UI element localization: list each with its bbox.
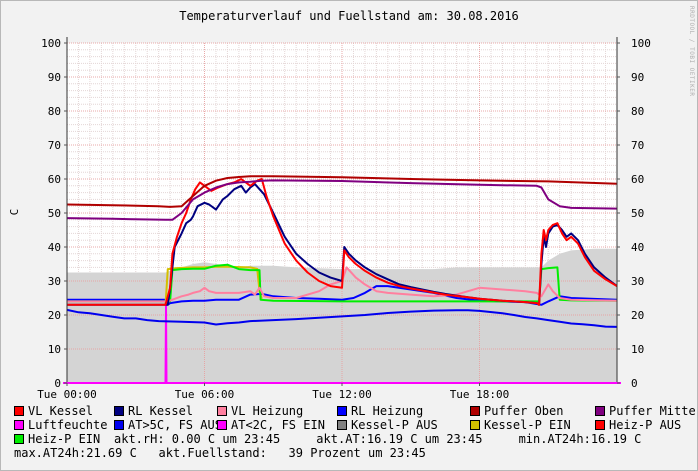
y-tick-label-right: 90 (631, 71, 644, 84)
legend-swatch (114, 420, 124, 430)
legend-entry-at-5c-fs-aus: AT>5C, FS AUS (114, 418, 222, 432)
y-tick-label-right: 60 (631, 173, 644, 186)
series-line-puffer-mitte (66, 179, 618, 221)
legend-swatch (217, 406, 227, 416)
legend-row-3: Heiz-P EIN akt.rH: 0.00 C um 23:45 akt.AT… (14, 432, 690, 446)
series-line-at-5c-fs-aus (66, 308, 618, 328)
y-tick-label-left: 20 (48, 309, 61, 322)
y-tick-label-right: 20 (631, 309, 644, 322)
legend-label: AT>5C, FS AUS (128, 418, 222, 432)
legend-entry-puffer-mitte: Puffer Mitte (595, 404, 696, 418)
y-tick-label-right: 10 (631, 343, 644, 356)
legend-label: Heiz-P AUS (609, 418, 682, 432)
x-tick-label: Tue 18:00 (450, 388, 510, 400)
legend-entry-puffer-oben: Puffer Oben (470, 404, 563, 418)
x-tick-label: Tue 00:00 (37, 388, 97, 400)
legend: VL Kessel RL Kessel VL Heizung RL Heizung Pu… (14, 404, 696, 460)
y-tick-label-right: 70 (631, 139, 644, 152)
legend-entry-at-2c-fs-ein: AT<2C, FS EIN (217, 418, 325, 432)
legend-label: RL Heizung (351, 404, 424, 418)
y-tick-label-left: 50 (48, 207, 61, 220)
series-line-vl-heizung (67, 266, 618, 303)
legend-label: AT<2C, FS EIN (231, 418, 325, 432)
legend-entry-heiz-p-ein: Heiz-P EIN (14, 432, 100, 446)
y-tick-label-left: 100 (41, 37, 61, 50)
legend-swatch (337, 406, 347, 416)
series-line-puffer-oben (66, 175, 618, 208)
y-tick-label-left: 30 (48, 275, 61, 288)
legend-entry-vl-kessel: VL Kessel (14, 404, 93, 418)
legend-swatch (217, 420, 227, 430)
legend-entry-luftfeuchte: Luftfeuchte (14, 418, 107, 432)
legend-swatch (14, 420, 24, 430)
legend-swatch (114, 406, 124, 416)
x-tick-label: Tue 06:00 (175, 388, 235, 400)
legend-swatch (470, 406, 480, 416)
y-axis-label: C (8, 209, 21, 216)
watermark-label: RRDTOOL / TOBI OETIKER (688, 6, 695, 97)
legend-entry-kessel-p-ein: Kessel-P EIN (470, 418, 571, 432)
legend-label: Kessel-P AUS (351, 418, 438, 432)
chart-title: Temperaturverlauf und Fuellstand am: 30.… (179, 9, 519, 23)
y-tick-label-left: 90 (48, 71, 61, 84)
legend-label: Kessel-P EIN (484, 418, 571, 432)
legend-swatch (14, 406, 24, 416)
y-tick-label-left: 60 (48, 173, 61, 186)
series-line-rl-kessel (67, 183, 618, 306)
legend-swatch (337, 420, 347, 430)
legend-swatch (595, 406, 605, 416)
y-tick-label-left: 70 (48, 139, 61, 152)
status-line-1: akt.rH: 0.00 C um 23:45 akt.AT:16.19 C u… (114, 432, 642, 446)
y-tick-label-left: 80 (48, 105, 61, 118)
y-tick-label-right: 0 (631, 377, 638, 390)
legend-label: VL Kessel (28, 404, 94, 418)
legend-entry-rl-heizung: RL Heizung (337, 404, 423, 418)
y-tick-label-right: 40 (631, 241, 644, 254)
legend-row-1: VL Kessel RL Kessel VL Heizung RL Heizung Pu… (14, 404, 696, 418)
y-tick-label-right: 50 (631, 207, 644, 220)
legend-entry-rl-kessel: RL Kessel (114, 404, 193, 418)
legend-label: Heiz-P EIN (28, 432, 101, 446)
y-tick-label-left: 10 (48, 343, 61, 356)
legend-entry-heiz-p-aus: Heiz-P AUS (595, 418, 681, 432)
series-line-heiz-p-ein (67, 263, 618, 303)
legend-label: Luftfeuchte (28, 418, 108, 432)
y-tick-label-right: 30 (631, 275, 644, 288)
x-tick-label: Tue 12:00 (312, 388, 372, 400)
chart-canvas: 0 0 10 10 20 20 30 30 40 40 50 50 60 60 70 70 80 80 90 90 10… (8, 9, 651, 400)
legend-label: Puffer Oben (484, 404, 564, 418)
status-line-2: max.AT24h:21.69 C akt.Fuellstand: 39 Pro… (14, 446, 426, 460)
legend-row-2: Luftfeuchte AT>5C, FS AUS AT<2C, FS EIN Kes… (14, 418, 690, 432)
legend-label: RL Kessel (128, 404, 194, 418)
legend-label: VL Heizung (231, 404, 304, 418)
legend-swatch (595, 420, 605, 430)
legend-entry-kessel-p-aus: Kessel-P AUS (337, 418, 438, 432)
legend-swatch (14, 434, 24, 444)
legend-swatch (470, 420, 480, 430)
y-tick-label-right: 80 (631, 105, 644, 118)
legend-entry-vl-heizung: VL Heizung (217, 404, 303, 418)
y-tick-label-left: 0 (54, 377, 61, 390)
y-tick-label-right: 100 (631, 37, 651, 50)
legend-label: Puffer Mitte (609, 404, 696, 418)
y-tick-label-left: 40 (48, 241, 61, 254)
